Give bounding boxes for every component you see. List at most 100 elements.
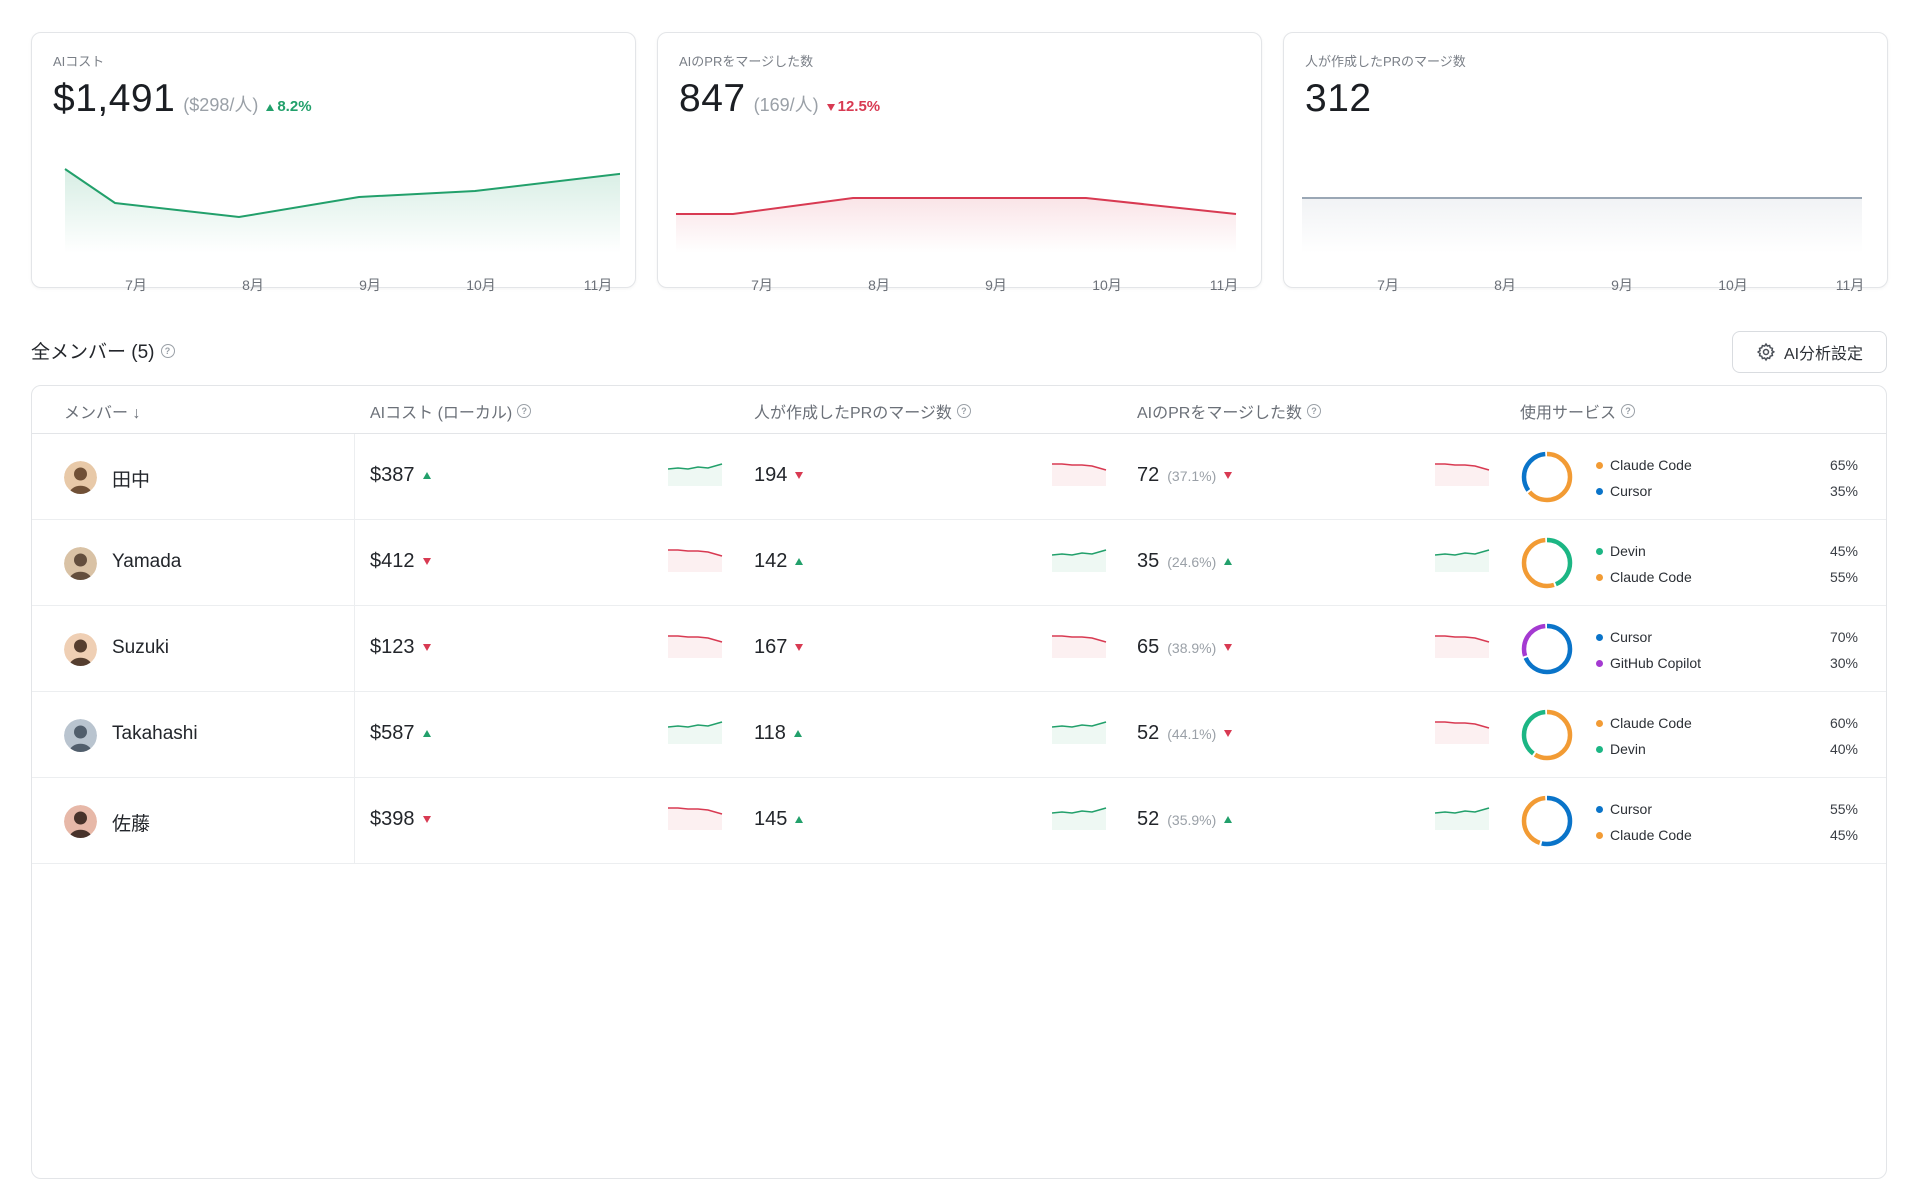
service-legend-item: GitHub Copilot 30% xyxy=(1596,650,1858,676)
card-title: AIのPRをマージした数 xyxy=(679,54,814,69)
trend-up-icon xyxy=(1224,816,1233,823)
sparkline xyxy=(1052,721,1107,744)
card-value: 312 xyxy=(1305,77,1372,120)
kpi-card-ai-cost: AIコスト $1,491 ($298/人) 8.2% 7月 8月 9月 10月 … xyxy=(31,32,636,293)
header-ai-pr[interactable]: AIのPRをマージした数? xyxy=(1137,399,1322,423)
gear-icon xyxy=(1756,342,1776,362)
header-ai-cost[interactable]: AIコスト (ローカル)? xyxy=(370,399,532,423)
avatar xyxy=(64,719,97,752)
member-name[interactable]: 佐藤 xyxy=(112,814,151,835)
usage-donut-chart xyxy=(1521,537,1573,589)
trend-up-icon xyxy=(793,730,802,737)
human-pr-value: 194 xyxy=(754,464,804,487)
x-axis-months: 7月 8月 9月 10月 11月 xyxy=(125,277,613,293)
ai-settings-button[interactable]: AI分析設定 xyxy=(1732,331,1887,373)
service-legend: Cursor 55% Claude Code 45% xyxy=(1596,796,1858,848)
trend-up-icon xyxy=(422,472,431,479)
member-name[interactable]: Takahashi xyxy=(112,723,198,744)
avatar xyxy=(64,547,97,580)
service-legend-item: Cursor 35% xyxy=(1596,478,1858,504)
service-legend: Claude Code 65% Cursor 35% xyxy=(1596,452,1858,504)
ai-settings-label: AI分析設定 xyxy=(1783,346,1864,363)
sparkline xyxy=(1435,635,1490,658)
service-legend-item: Cursor 70% xyxy=(1596,624,1858,650)
help-icon[interactable]: ? xyxy=(1307,404,1322,418)
kpi-card-human-pr-merged: 人が作成したPRのマージ数 312 7月 8月 9月 10月 11月 xyxy=(1283,32,1888,293)
service-legend: Devin 45% Claude Code 55% xyxy=(1596,538,1858,590)
legend-dot xyxy=(1596,719,1603,727)
service-legend-item: Claude Code 65% xyxy=(1596,452,1858,478)
trend-down-icon xyxy=(1224,472,1233,479)
service-legend: Claude Code 60% Devin 40% xyxy=(1596,710,1858,762)
service-legend-item: Cursor 55% xyxy=(1596,796,1858,822)
human-pr-value: 118 xyxy=(754,722,802,745)
help-icon[interactable]: ? xyxy=(517,404,532,418)
trend-down-icon xyxy=(795,644,804,651)
sparkline xyxy=(1052,635,1107,658)
trend-chart xyxy=(64,168,620,253)
trend-up-icon xyxy=(795,816,804,823)
ai-cost-value: $123 xyxy=(370,636,431,659)
table-row[interactable]: 田中 $387 194 72 (37.1%) Claude Code 65% Cursor 35… xyxy=(32,434,1886,520)
human-pr-value: 145 xyxy=(754,808,804,831)
trend-down-icon xyxy=(422,816,431,823)
card-title: 人が作成したPRのマージ数 xyxy=(1305,54,1466,69)
help-icon[interactable]: ? xyxy=(956,404,971,418)
usage-donut-chart xyxy=(1521,795,1573,847)
trend-down-icon xyxy=(422,558,431,565)
sparkline xyxy=(668,549,723,572)
header-services[interactable]: 使用サービス? xyxy=(1520,399,1636,423)
sparkline xyxy=(1435,549,1490,572)
sparkline xyxy=(1052,463,1107,486)
usage-donut-chart xyxy=(1521,623,1573,675)
service-legend: Cursor 70% GitHub Copilot 30% xyxy=(1596,624,1858,676)
trend-up-icon xyxy=(795,558,804,565)
card-sub: ($298/人) xyxy=(183,95,259,115)
x-axis-months: 7月 8月 9月 10月 11月 xyxy=(751,277,1239,293)
ai-pr-value: 72 (37.1%) xyxy=(1137,464,1233,487)
avatar xyxy=(64,461,97,494)
sparkline xyxy=(668,807,723,830)
ai-pr-value: 65 (38.9%) xyxy=(1137,636,1233,659)
avatar xyxy=(64,633,97,666)
member-name[interactable]: Yamada xyxy=(112,551,182,572)
sparkline xyxy=(1435,463,1490,486)
header-member[interactable]: メンバー ↓ xyxy=(64,405,141,422)
table-row[interactable]: Yamada $412 142 35 (24.6%) Devin 45% Claude Cod… xyxy=(32,520,1886,606)
header-human-pr[interactable]: 人が作成したPRのマージ数? xyxy=(754,399,971,423)
usage-donut-chart xyxy=(1521,451,1573,503)
legend-dot xyxy=(1596,547,1603,555)
card-value: 847 xyxy=(679,77,746,120)
table-row[interactable]: Suzuki $123 167 65 (38.9%) Cursor 70% GitHub Co… xyxy=(32,606,1886,692)
x-axis-months: 7月 8月 9月 10月 11月 xyxy=(1377,277,1865,293)
trend-down-icon xyxy=(795,472,804,479)
column-divider xyxy=(354,434,355,864)
members-table: メンバー ↓ AIコスト (ローカル)? 人が作成したPRのマージ数? AIのP… xyxy=(31,385,1887,1179)
legend-dot xyxy=(1596,573,1603,581)
avatar xyxy=(64,805,97,838)
service-legend-item: Claude Code 60% xyxy=(1596,710,1858,736)
help-icon[interactable]: ? xyxy=(1621,404,1636,418)
ai-cost-value: $398 xyxy=(370,808,431,831)
legend-dot xyxy=(1596,461,1603,469)
legend-dot xyxy=(1596,659,1603,667)
trend-down-icon xyxy=(826,104,835,111)
kpi-card-ai-pr-merged: AIのPRをマージした数 847 (169/人) 12.5% 7月 8月 9月 … xyxy=(657,32,1262,293)
sparkline xyxy=(1435,807,1490,830)
sparkline xyxy=(1435,721,1490,744)
card-sub: (169/人) xyxy=(753,95,819,115)
human-pr-value: 167 xyxy=(754,636,804,659)
card-delta: 12.5% xyxy=(826,98,880,115)
help-icon[interactable]: ? xyxy=(160,343,175,358)
sparkline xyxy=(668,721,723,744)
member-name[interactable]: Suzuki xyxy=(112,637,170,658)
table-row[interactable]: 佐藤 $398 145 52 (35.9%) Cursor 55% Claude Code 45… xyxy=(32,778,1886,864)
member-name[interactable]: 田中 xyxy=(112,470,151,491)
service-legend-item: Devin 45% xyxy=(1596,538,1858,564)
ai-pr-value: 52 (35.9%) xyxy=(1137,808,1233,831)
table-row[interactable]: Takahashi $587 118 52 (44.1%) Claude Code 60% D… xyxy=(32,692,1886,778)
sparkline xyxy=(668,635,723,658)
human-pr-value: 142 xyxy=(754,550,804,573)
trend-down-icon xyxy=(1224,730,1233,737)
legend-dot xyxy=(1596,805,1603,813)
